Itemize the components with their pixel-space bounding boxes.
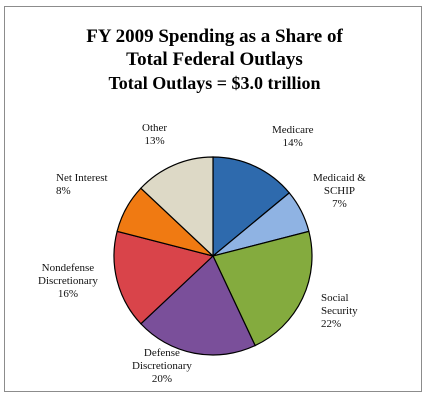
pie-slice-other <box>139 156 214 258</box>
slice-label-medicaid-schip: Medicaid & SCHIP 7% <box>313 172 366 210</box>
pie-slice-nondefense-discretionary <box>113 230 215 325</box>
chart-title: FY 2009 Spending as a Share of <box>86 26 343 47</box>
slice-label-net-interest: Net Interest 8% <box>56 172 108 197</box>
slice-label-medicare: Medicare 14% <box>272 124 314 149</box>
slice-label-social-security: Social Security 22% <box>321 292 358 330</box>
slice-label-defense-discretionary: Defense Discretionary 20% <box>132 347 192 385</box>
slice-label-other: Other 13% <box>142 122 168 147</box>
chart-title-line2: Total Federal Outlays <box>126 49 303 70</box>
slice-label-nondefense-discretionary: Nondefense Discretionary 16% <box>38 262 98 300</box>
chart-subtitle: Total Outlays = $3.0 trillion <box>108 73 321 93</box>
pie-slice-social-security <box>212 230 313 347</box>
pie-slice-medicare <box>212 156 291 258</box>
pie-slice-defense-discretionary <box>139 254 256 356</box>
